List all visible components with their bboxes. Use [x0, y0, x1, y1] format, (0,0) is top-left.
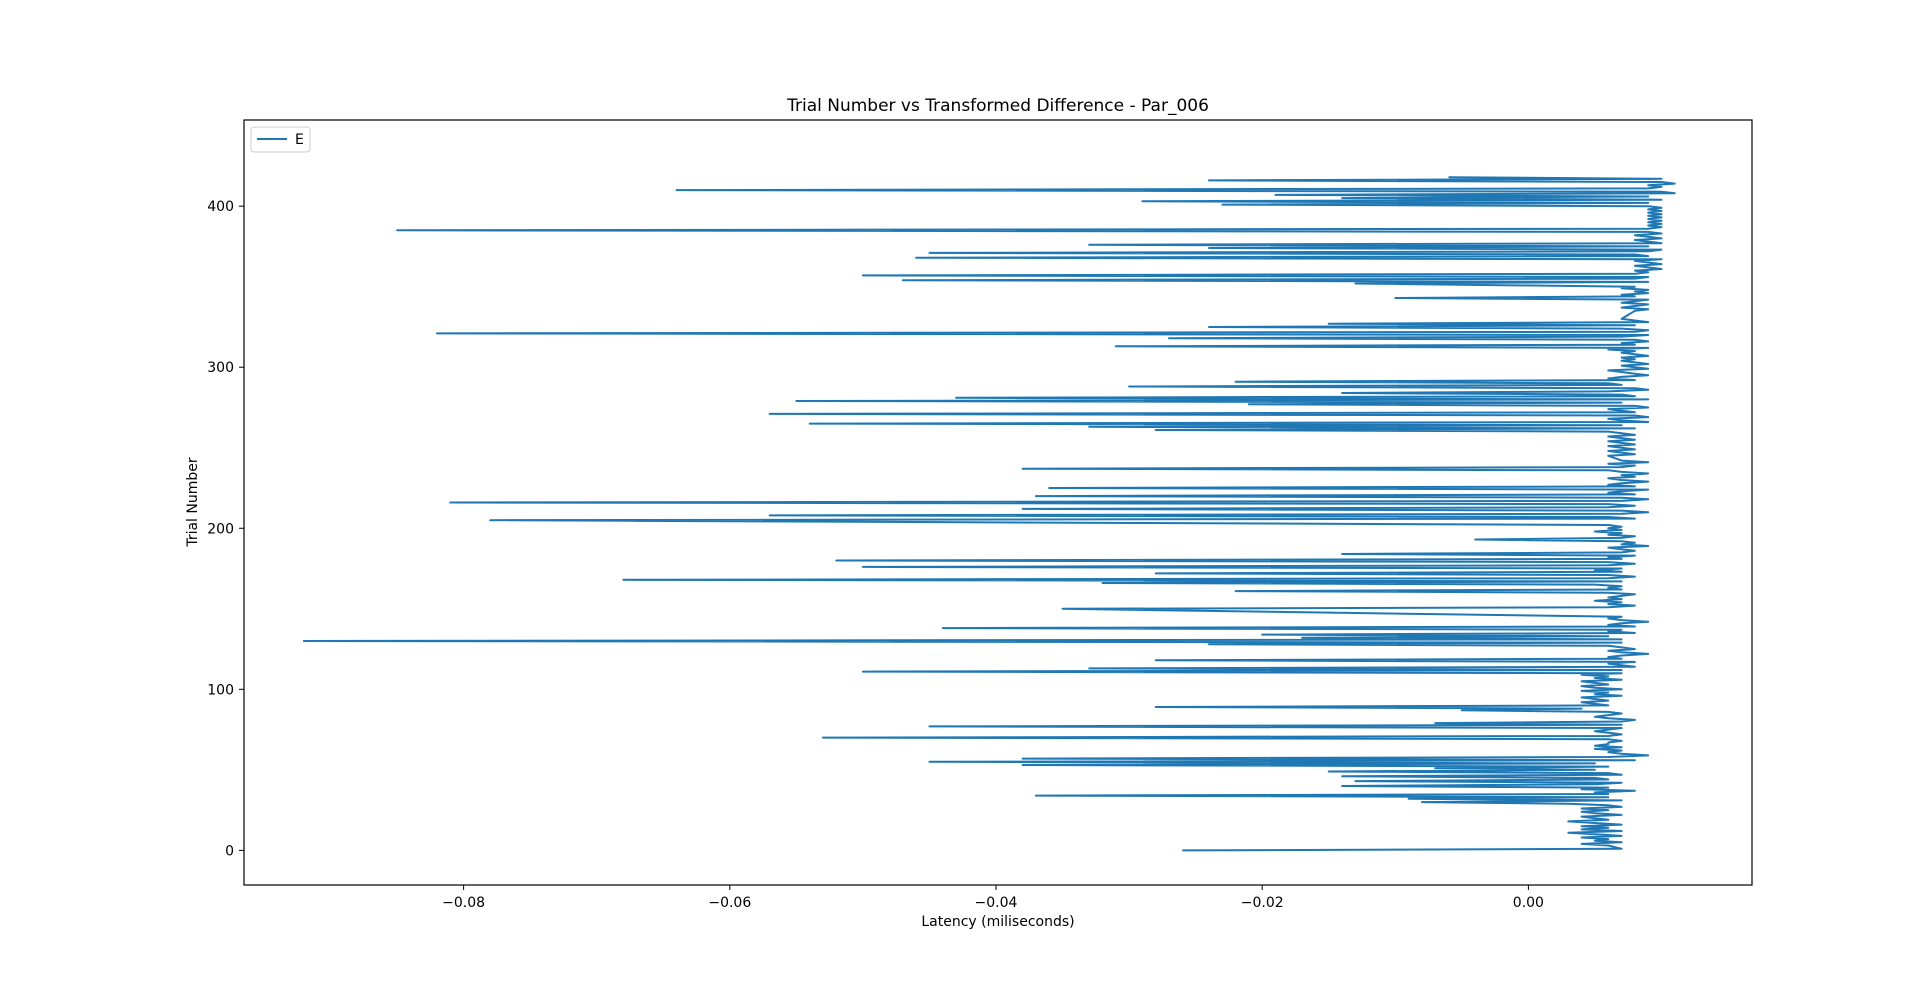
legend-label-e: E: [295, 132, 304, 148]
x-tick-label: 0.00: [1513, 895, 1544, 911]
y-axis: 0 100 200 300 400: [207, 199, 244, 859]
chart-title: Trial Number vs Transformed Difference -…: [786, 96, 1209, 116]
x-tick-label: −0.02: [1241, 895, 1284, 911]
y-tick-label: 300: [207, 360, 234, 376]
y-axis-label: Trial Number: [185, 457, 201, 548]
y-tick-label: 400: [207, 199, 234, 215]
x-axis-label: Latency (miliseconds): [921, 914, 1074, 930]
x-axis: −0.08 −0.06 −0.04 −0.02 0.00: [442, 885, 1544, 911]
y-tick-label: 100: [207, 682, 234, 698]
axes-frame: [243, 119, 1753, 886]
x-tick-label: −0.04: [975, 895, 1018, 911]
y-tick-label: 0: [225, 843, 234, 859]
plot-area: [302, 176, 1676, 852]
x-tick-label: −0.06: [708, 895, 751, 911]
y-tick-label: 200: [207, 521, 234, 537]
series-line-e: [302, 176, 1676, 852]
x-tick-label: −0.08: [442, 895, 485, 911]
legend: E: [250, 126, 311, 153]
